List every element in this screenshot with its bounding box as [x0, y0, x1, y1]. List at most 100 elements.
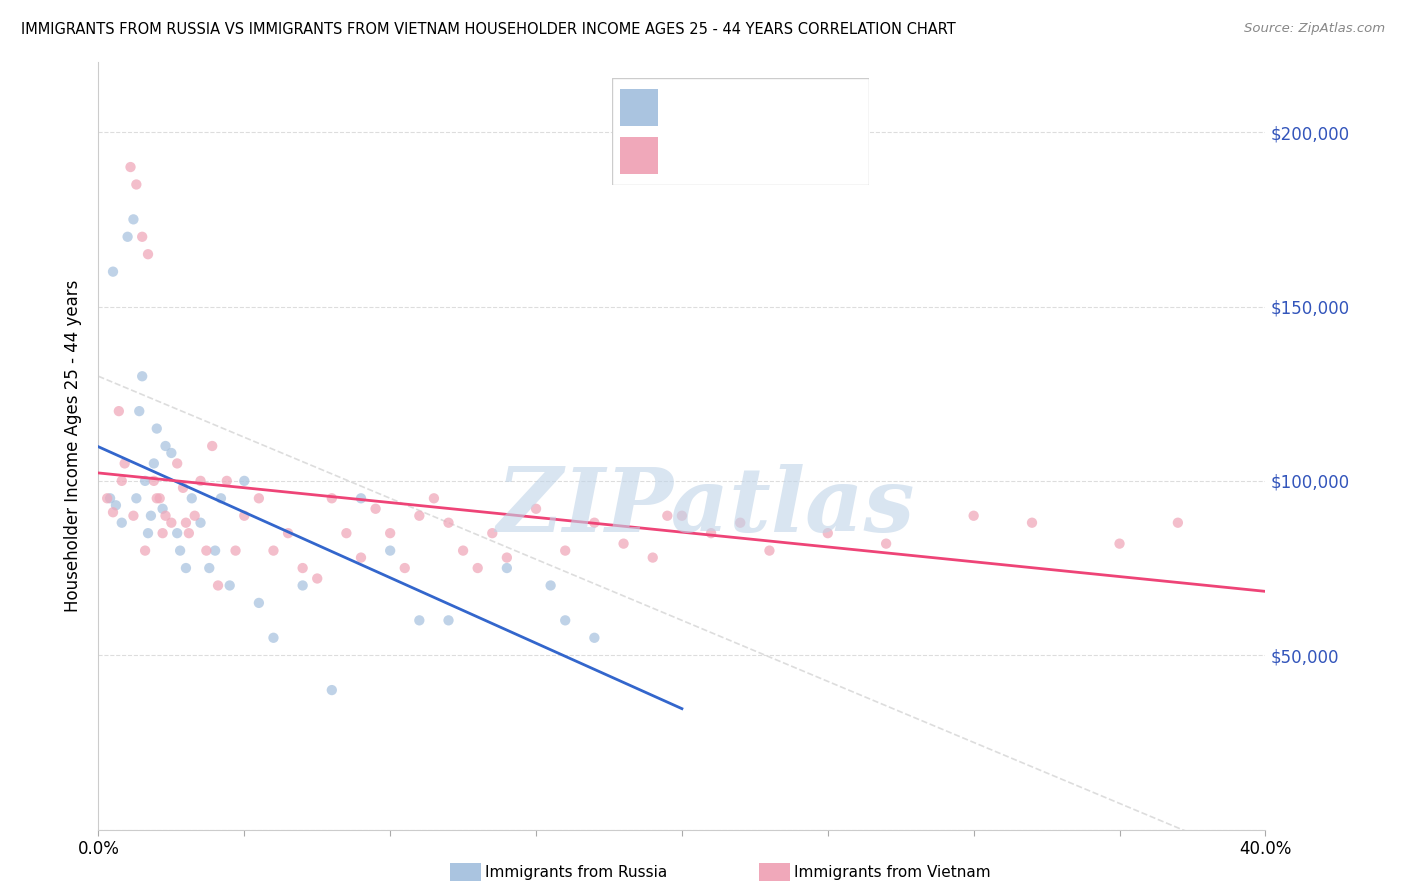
Point — [101, 265, 124, 279]
Point — [408, 613, 430, 627]
Point — [380, 526, 402, 541]
Point — [139, 508, 162, 523]
Point — [136, 526, 159, 541]
Point — [437, 516, 460, 530]
Point — [104, 498, 127, 512]
Point — [122, 508, 145, 523]
Point — [496, 550, 519, 565]
Point — [321, 683, 343, 698]
Point — [117, 229, 139, 244]
Point — [540, 578, 562, 592]
Point — [215, 474, 238, 488]
Point — [125, 491, 148, 506]
Point — [277, 526, 299, 541]
Point — [423, 491, 446, 506]
Point — [307, 572, 329, 586]
Point — [149, 491, 172, 506]
Point — [481, 526, 503, 541]
Point — [146, 491, 169, 506]
Point — [524, 501, 547, 516]
Point — [101, 505, 124, 519]
Point — [233, 508, 256, 523]
Point — [583, 516, 606, 530]
Point — [136, 247, 159, 261]
Point — [160, 446, 183, 460]
Point — [155, 508, 177, 523]
Point — [247, 491, 270, 506]
Point — [335, 526, 357, 541]
Point — [131, 369, 153, 384]
Point — [160, 516, 183, 530]
Point — [204, 543, 226, 558]
Point — [291, 561, 314, 575]
Point — [321, 491, 343, 506]
Point — [98, 491, 121, 506]
Point — [96, 491, 118, 506]
Point — [172, 481, 194, 495]
Point — [183, 508, 205, 523]
Point — [583, 631, 606, 645]
Point — [233, 474, 256, 488]
Point — [451, 543, 474, 558]
Text: ZIPatlas: ZIPatlas — [496, 464, 914, 550]
Point — [218, 578, 240, 592]
Point — [657, 508, 679, 523]
Point — [166, 526, 188, 541]
Point — [758, 543, 780, 558]
Point — [146, 421, 169, 435]
Point — [671, 508, 693, 523]
Point — [730, 516, 752, 530]
Point — [198, 561, 221, 575]
Point — [142, 457, 165, 471]
Text: Immigrants from Russia: Immigrants from Russia — [485, 865, 668, 880]
Point — [408, 508, 430, 523]
Point — [155, 439, 177, 453]
Point — [209, 491, 232, 506]
Point — [131, 229, 153, 244]
Point — [174, 561, 197, 575]
Point — [225, 543, 247, 558]
Point — [1167, 516, 1189, 530]
Point — [291, 578, 314, 592]
Point — [262, 543, 284, 558]
Point — [380, 543, 402, 558]
Point — [394, 561, 416, 575]
Point — [111, 516, 134, 530]
Point — [111, 474, 134, 488]
Point — [174, 516, 197, 530]
Point — [262, 631, 284, 645]
Point — [700, 526, 723, 541]
Point — [201, 439, 224, 453]
Point — [134, 543, 156, 558]
Point — [108, 404, 131, 418]
Point — [120, 160, 142, 174]
Point — [177, 526, 200, 541]
Point — [125, 178, 148, 192]
Point — [875, 536, 897, 550]
Point — [437, 613, 460, 627]
Text: IMMIGRANTS FROM RUSSIA VS IMMIGRANTS FROM VIETNAM HOUSEHOLDER INCOME AGES 25 - 4: IMMIGRANTS FROM RUSSIA VS IMMIGRANTS FRO… — [21, 22, 956, 37]
Point — [190, 516, 212, 530]
Point — [1021, 516, 1043, 530]
Point — [817, 526, 839, 541]
Point — [612, 536, 634, 550]
Point — [152, 501, 174, 516]
Point — [962, 508, 984, 523]
Point — [114, 457, 136, 471]
Point — [554, 613, 576, 627]
Point — [180, 491, 202, 506]
Point — [496, 561, 519, 575]
Point — [122, 212, 145, 227]
Point — [350, 491, 373, 506]
Point — [128, 404, 150, 418]
Text: Immigrants from Vietnam: Immigrants from Vietnam — [794, 865, 991, 880]
Point — [1108, 536, 1130, 550]
Point — [152, 526, 174, 541]
Point — [641, 550, 664, 565]
Y-axis label: Householder Income Ages 25 - 44 years: Householder Income Ages 25 - 44 years — [65, 280, 83, 612]
Point — [166, 457, 188, 471]
Point — [142, 474, 165, 488]
Point — [467, 561, 489, 575]
Point — [207, 578, 229, 592]
Point — [195, 543, 218, 558]
